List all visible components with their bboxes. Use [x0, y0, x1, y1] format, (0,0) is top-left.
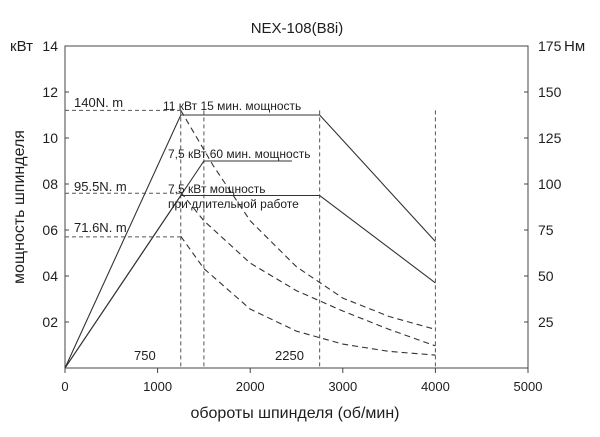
chart-title: NEX-108(B8i)	[251, 20, 344, 37]
y2-tick-label: 175	[538, 38, 562, 54]
annotation-power-75-cont-2: при длительной работе	[168, 197, 299, 211]
y-axis-label: мощность шпинделя	[11, 130, 28, 284]
annotation-power-75-60: 7,5 кВт 60 мин. мощность	[168, 147, 310, 161]
annotation-torque-140: 140N. m	[74, 95, 123, 110]
y-tick-label: 12	[42, 84, 58, 100]
x-tick-label: 5000	[514, 379, 543, 394]
annotation-power-11: 11 кВт 15 мин. мощность	[163, 99, 301, 113]
y2-tick-label: 50	[538, 268, 554, 284]
y-tick-label: 08	[42, 176, 58, 192]
y-tick-label: 04	[42, 268, 58, 284]
annotation-torque-71: 71.6N. m	[74, 220, 127, 235]
y-axis-unit: кВт	[10, 38, 33, 55]
y2-tick-label: 25	[538, 314, 554, 330]
x-tick-label: 4000	[421, 379, 450, 394]
series-line-4	[180, 110, 436, 330]
y2-tick-label: 125	[538, 130, 562, 146]
y-tick-label: 14	[42, 38, 58, 54]
y2-axis-unit: Нм	[564, 38, 585, 55]
y-tick-label: 10	[42, 130, 58, 146]
series-line-3	[64, 194, 436, 369]
reference-lines	[65, 109, 436, 368]
annotation-power-75-cont-1: 7,5 кВт мощность	[168, 182, 266, 196]
x-tick-label: 2000	[236, 379, 265, 394]
axes: 0 1000 2000 3000 4000 5000 02 04 06 08 10 12 14 25 50 7…	[42, 38, 561, 394]
series-lines	[64, 110, 436, 369]
y-tick-label: 06	[42, 222, 58, 238]
x-axis-label: обороты шпинделя (об/мин)	[190, 405, 399, 422]
annotation-torque-95: 95.5N. m	[74, 179, 127, 194]
x-tick-label: 0	[61, 379, 68, 394]
annotation-speed-750: 750	[134, 348, 156, 363]
y2-tick-label: 100	[538, 176, 562, 192]
plot-frame	[64, 45, 529, 369]
x-tick-label: 1000	[143, 379, 172, 394]
y2-tick-label: 150	[538, 84, 562, 100]
x-tick-label: 3000	[328, 379, 357, 394]
y2-tick-label: 75	[538, 222, 554, 238]
series-line-5	[180, 191, 436, 347]
annotation-speed-2250: 2250	[275, 348, 304, 363]
series-line-1	[64, 114, 436, 369]
series-line-6	[180, 235, 436, 356]
y-tick-label: 02	[42, 314, 58, 330]
